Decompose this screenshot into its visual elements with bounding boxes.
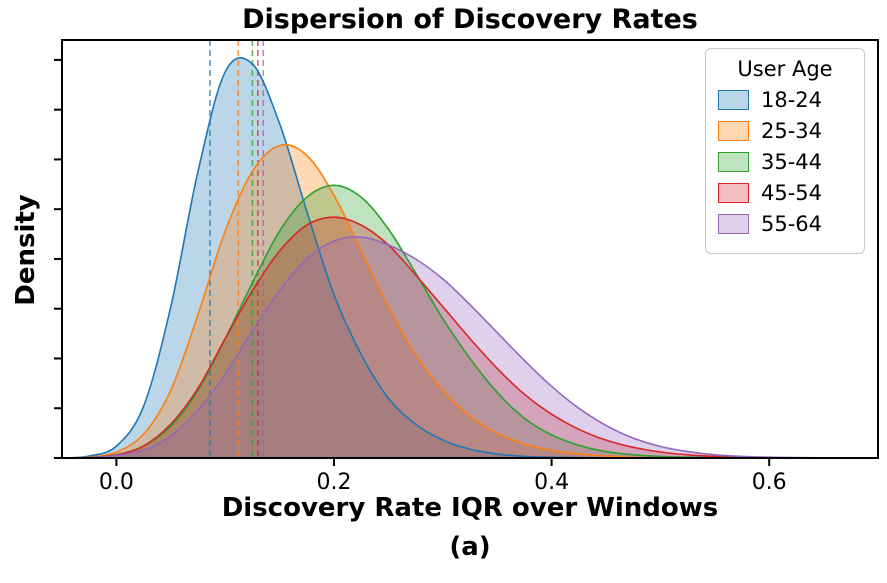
x-tick-label: 0.4 — [534, 470, 569, 495]
legend-swatch — [718, 121, 749, 141]
legend-entry-label: 35-44 — [761, 150, 823, 174]
legend-swatch — [718, 214, 749, 234]
kde-fill-18-24 — [62, 57, 824, 459]
legend-swatch — [718, 90, 749, 110]
x-tick-label: 0.6 — [752, 470, 787, 495]
legend-entry-label: 55-64 — [761, 212, 823, 236]
kde-line-55-64 — [61, 236, 824, 459]
chart-title: Dispersion of Discovery Rates — [242, 4, 698, 35]
legend-entry: 25-34 — [718, 119, 852, 143]
legend-entry-label: 45-54 — [761, 181, 823, 205]
x-tick-label: 0.2 — [317, 470, 352, 495]
legend-entry: 35-44 — [718, 150, 852, 174]
legend-entry: 45-54 — [718, 181, 852, 205]
legend-entry: 18-24 — [718, 88, 852, 112]
legend-entry: 55-64 — [718, 212, 852, 236]
legend-entries: 18-24 25-34 35-44 45-54 55-64 — [718, 88, 852, 236]
subplot-caption: (a) — [449, 532, 491, 562]
legend-entry-label: 18-24 — [761, 88, 823, 112]
x-tick-label: 0.0 — [99, 470, 134, 495]
legend-swatch — [718, 152, 749, 172]
legend: User Age 18-24 25-34 35-44 45-54 55-64 — [705, 48, 865, 254]
legend-entry-label: 25-34 — [761, 119, 823, 143]
legend-title: User Age — [737, 57, 833, 81]
x-axis-label: Discovery Rate IQR over Windows — [221, 493, 719, 523]
axes-spines — [61, 39, 879, 459]
kde-line-45-54 — [61, 216, 824, 459]
legend-swatch — [718, 183, 749, 203]
kde-fill-45-54 — [62, 217, 824, 459]
kde-fill-35-44 — [62, 185, 824, 459]
